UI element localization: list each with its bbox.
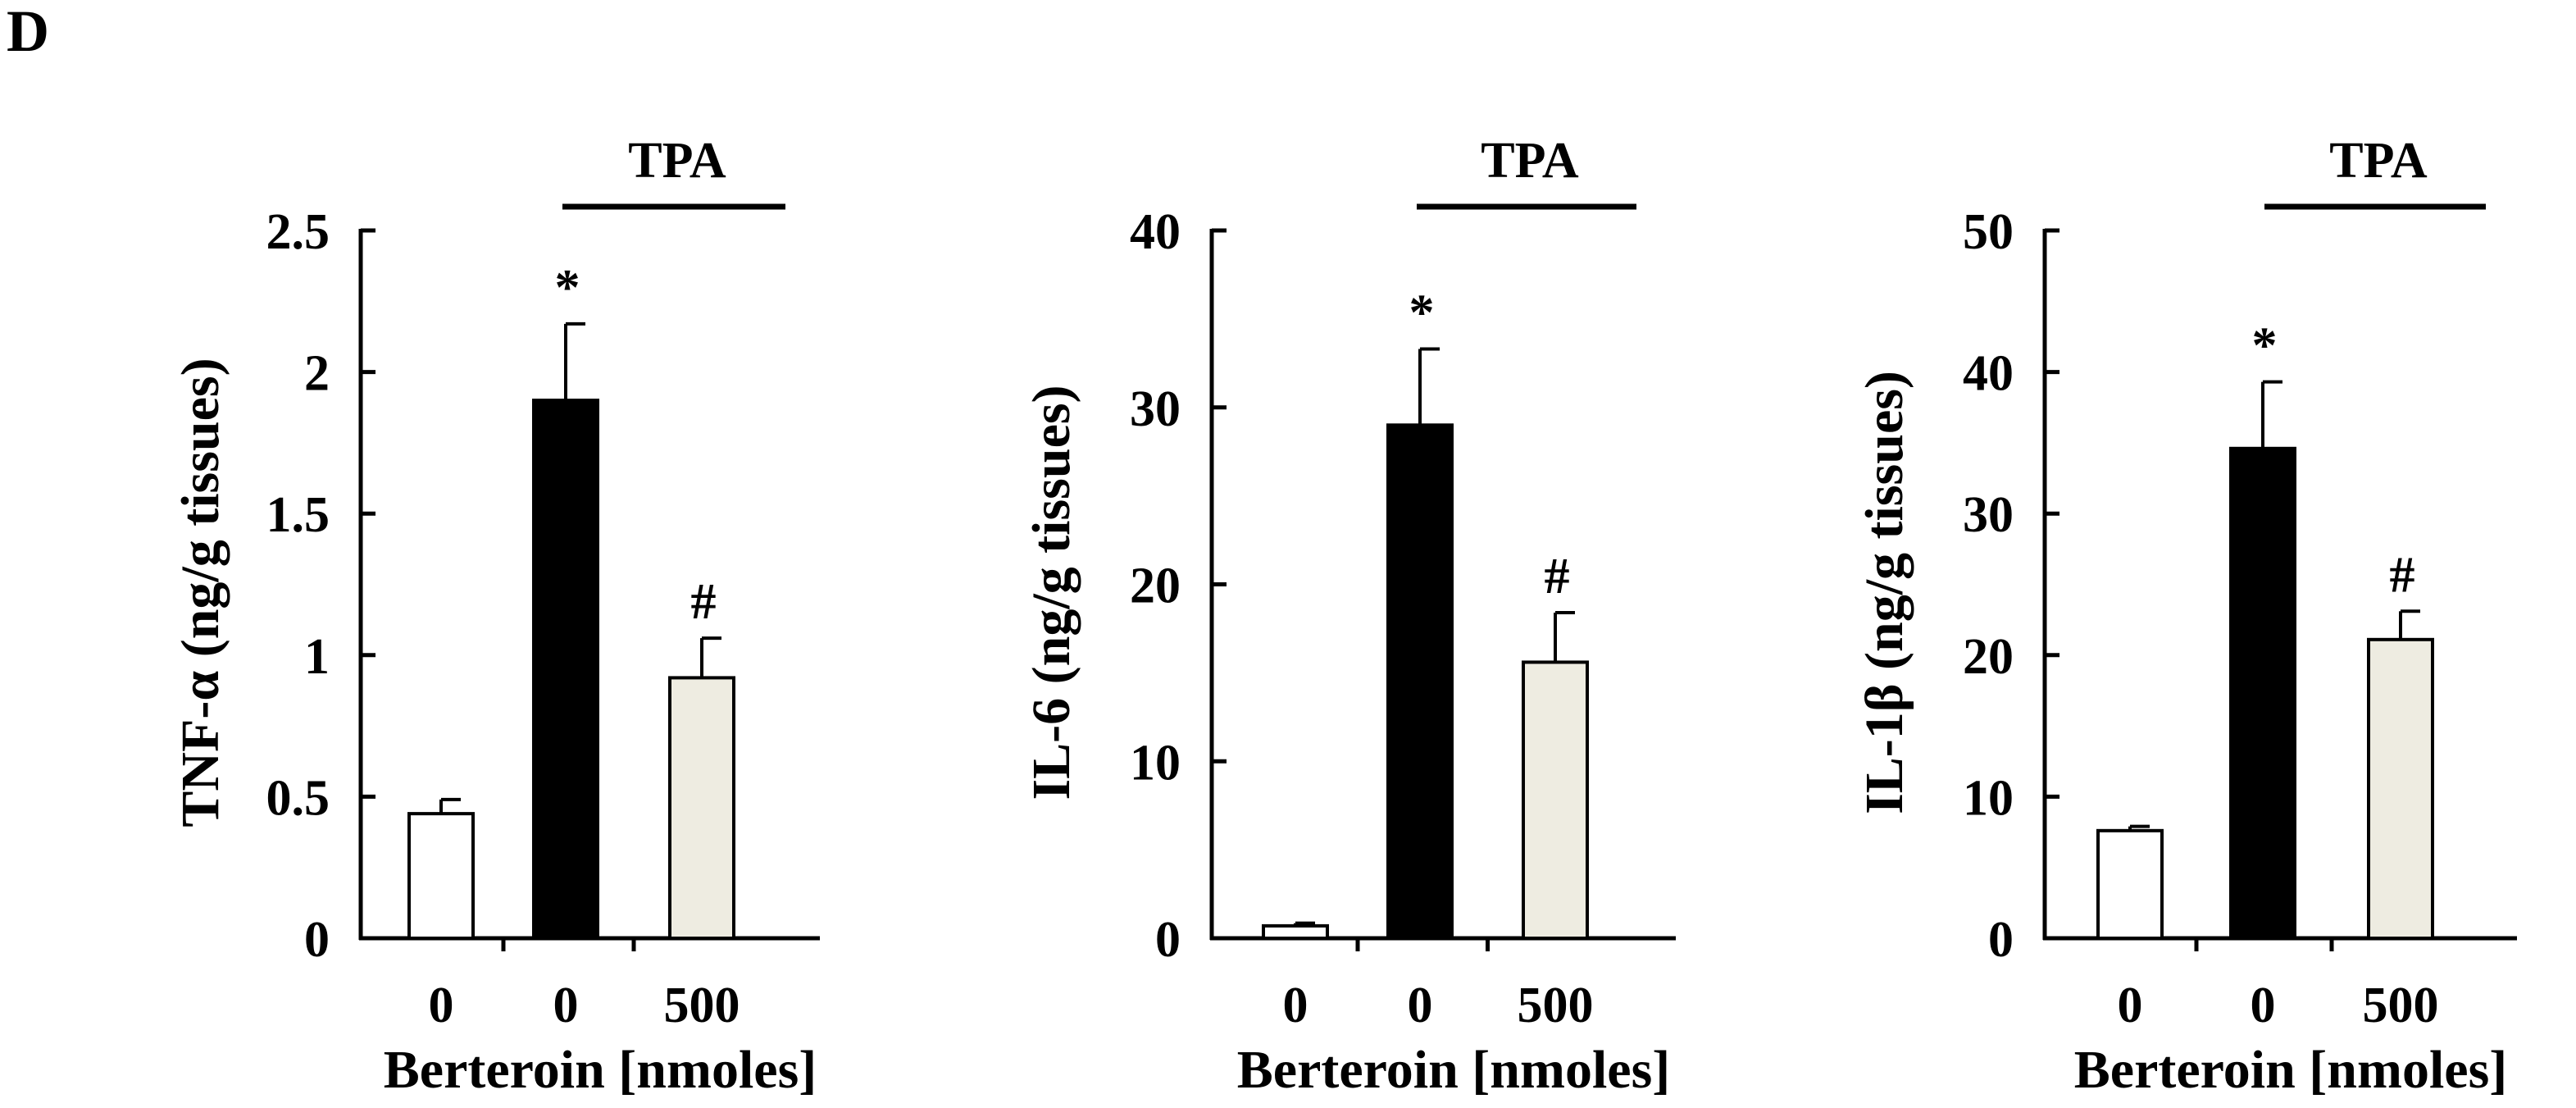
bar-tpa — [2229, 446, 2296, 940]
chart-1: 0 0.5 1 1.5 2 2.5 0 * 0 #500 TPA Berteroin [nmoles]… — [171, 133, 820, 1100]
bar-berteroin — [1522, 660, 1589, 940]
y-tick-label: 10 — [1963, 770, 2014, 826]
y-tick-label: 20 — [1130, 559, 1181, 614]
significance-mark: # — [2390, 547, 2415, 603]
x-tick-label: 0 — [429, 978, 454, 1033]
y-tick-label: 2 — [304, 346, 330, 402]
y-axis-title: IL-6 (ng/g tissues) — [1022, 385, 1081, 800]
y-axis-title: TNF-α (ng/g tissues) — [171, 358, 230, 827]
y-tick-label: 40 — [1130, 204, 1181, 260]
tpa-label: TPA — [2329, 133, 2428, 189]
tpa-label: TPA — [628, 133, 726, 189]
x-tick-label: 0 — [553, 978, 579, 1033]
chart-2: 0 10 20 30 40 0 * 0 #500 TPA Berteroin [nmoles] IL-… — [1022, 133, 1676, 1100]
x-axis-title: Berteroin [nmoles] — [2074, 1040, 2507, 1100]
y-tick-label: 10 — [1130, 735, 1181, 791]
y-tick-label: 50 — [1963, 204, 2014, 260]
y-tick-label: 40 — [1963, 346, 2014, 402]
y-tick-label: 0 — [1155, 912, 1181, 968]
y-tick-label: 1.5 — [266, 487, 330, 543]
x-axis-title: Berteroin [nmoles] — [384, 1040, 817, 1100]
bar-berteroin — [2367, 637, 2434, 941]
bar-control — [2096, 828, 2164, 940]
bar-control — [407, 812, 475, 940]
bar-control — [1262, 923, 1329, 940]
bar-berteroin — [668, 676, 735, 941]
y-tick-label: 30 — [1963, 487, 2014, 543]
y-tick-label: 0 — [304, 912, 330, 968]
y-axis-title: IL-1β (ng/g tissues) — [1855, 371, 1914, 814]
y-tick-label: 20 — [1963, 629, 2014, 685]
significance-mark: * — [1409, 285, 1435, 341]
y-tick-label: 0 — [1988, 912, 2014, 968]
significance-mark: # — [1545, 549, 1570, 604]
y-tick-label: 2.5 — [266, 204, 330, 260]
x-tick-label: 0 — [2118, 978, 2143, 1033]
y-tick-label: 0.5 — [266, 770, 330, 826]
x-tick-label: 0 — [2251, 978, 2276, 1033]
x-tick-label: 0 — [1408, 978, 1433, 1033]
significance-mark: * — [555, 260, 580, 316]
y-tick-label: 30 — [1130, 381, 1181, 437]
x-tick-label: 500 — [2363, 978, 2439, 1033]
significance-mark: * — [2252, 318, 2278, 374]
y-tick-label: 1 — [304, 629, 330, 685]
x-tick-label: 0 — [1283, 978, 1308, 1033]
x-tick-label: 500 — [1518, 978, 1594, 1033]
bar-tpa — [532, 399, 599, 940]
panel-label: D — [7, 0, 49, 64]
bar-tpa — [1386, 423, 1454, 940]
x-tick-label: 500 — [664, 978, 740, 1033]
tpa-label: TPA — [1481, 133, 1579, 189]
x-axis-title: Berteroin [nmoles] — [1237, 1040, 1670, 1100]
significance-mark: # — [691, 574, 717, 630]
